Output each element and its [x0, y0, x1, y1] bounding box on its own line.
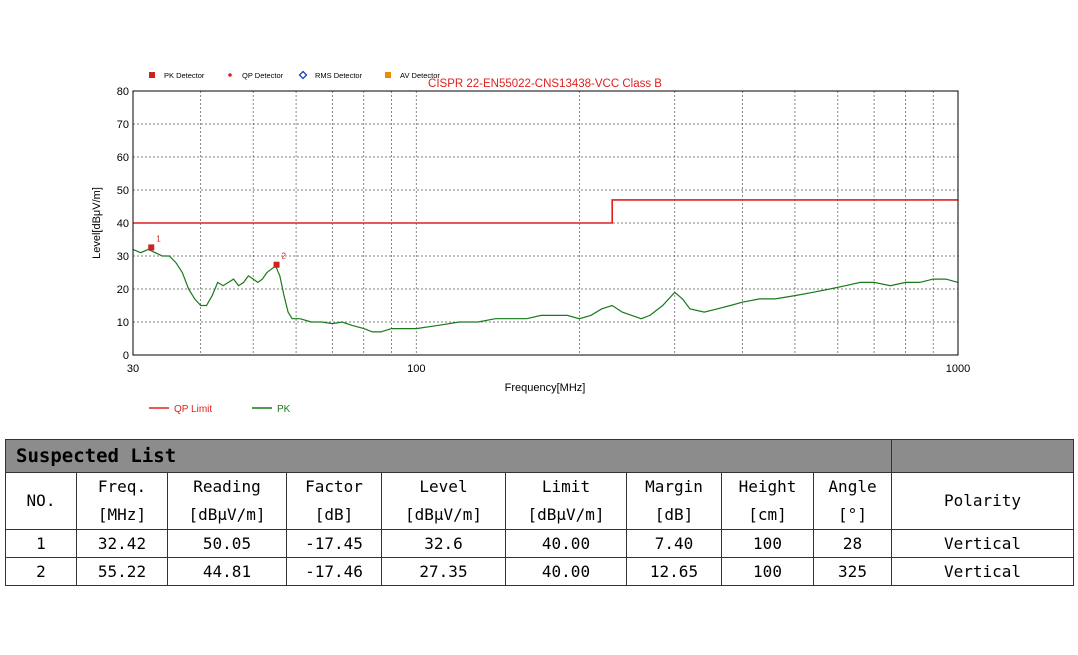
legend-label: PK	[277, 404, 291, 415]
table-cell: 44.81	[167, 557, 287, 586]
column-header: Limit	[505, 472, 627, 501]
y-tick-label: 10	[117, 317, 129, 329]
suspected-list-table: Suspected List NO. Freq. Reading Factor Leve…	[4, 439, 1075, 586]
plot-frame	[132, 90, 959, 356]
detector-legend-label: QP Detector	[242, 71, 284, 80]
column-unit: [dB]	[626, 501, 722, 530]
y-tick-label: 20	[117, 284, 129, 296]
table-title: Suspected List	[4, 439, 893, 473]
y-axis-label: Level[dBμV/m]	[91, 187, 103, 259]
suspected-list: Suspected List NO. Freq. Reading Factor Leve…	[4, 439, 1075, 586]
y-tick-label: 70	[117, 119, 129, 131]
column-header: Height	[721, 472, 814, 501]
peak-marker-label: 2	[282, 252, 287, 261]
chart-markers: 12	[148, 234, 287, 268]
detector-legend-label: RMS Detector	[315, 71, 363, 80]
y-tick-label: 30	[117, 251, 129, 263]
table-cell: 32.6	[381, 529, 506, 558]
y-tick-label: 60	[117, 152, 129, 164]
table-cell: -17.45	[286, 529, 382, 558]
legend-label: QP Limit	[174, 404, 212, 415]
table-cell: 32.42	[76, 529, 168, 558]
column-header: Angle	[812, 472, 893, 501]
table-cell: 100	[721, 557, 814, 586]
table-row: 1 32.42 50.05 -17.45 32.6 40.00 7.40 100 28 Verti…	[5, 529, 1075, 558]
x-axis-label: Frequency[MHz]	[505, 382, 586, 394]
table-header-row: NO. Freq. Reading Factor Level Limit Margin Hei…	[5, 472, 1075, 530]
x-tick-label: 30	[127, 363, 139, 375]
column-header: Factor	[286, 472, 382, 501]
detector-legend-marker	[149, 72, 155, 78]
column-unit: [MHz]	[76, 501, 168, 530]
table-row: 2 55.22 44.81 -17.46 27.35 40.00 12.65 100 325 Ve…	[5, 557, 1075, 586]
table-cell: 40.00	[505, 529, 627, 558]
table-cell: 28	[812, 529, 893, 558]
column-unit: [cm]	[721, 501, 814, 530]
detector-legend-marker	[228, 73, 232, 77]
y-tick-label: 80	[117, 86, 129, 98]
y-axis-ticks: 0 10 20 30 40 50 60 70 80	[117, 86, 129, 362]
column-unit: [dB]	[286, 501, 382, 530]
table-cell: -17.46	[286, 557, 382, 586]
table-cell: 7.40	[626, 529, 722, 558]
table-cell: 2	[5, 557, 77, 586]
y-tick-label: 50	[117, 185, 129, 197]
table-cell: 1	[5, 529, 77, 558]
series-pk	[132, 248, 959, 333]
table-cell: 27.35	[381, 557, 506, 586]
column-unit: [dBμV/m]	[381, 501, 506, 530]
column-header: Level	[381, 472, 506, 501]
column-header: Reading	[167, 472, 287, 501]
table-title-blank	[891, 439, 1075, 473]
table-cell: 50.05	[167, 529, 287, 558]
y-tick-label: 0	[123, 350, 129, 362]
table-cell: 325	[812, 557, 893, 586]
y-tick-label: 40	[117, 218, 129, 230]
column-header: Freq.	[76, 472, 168, 501]
x-tick-label: 1000	[946, 363, 970, 375]
series-qp-limit	[133, 199, 958, 224]
chart-title: CISPR 22-EN55022-CNS13438-VCC Class B	[428, 78, 662, 90]
detector-legend-label: PK Detector	[164, 71, 205, 80]
table-cell: Vertical	[891, 557, 1075, 586]
series-legend: QP Limit PK	[149, 404, 291, 415]
column-unit: [°]	[812, 501, 893, 530]
table-cell: 40.00	[505, 557, 627, 586]
column-unit: [dBμV/m]	[505, 501, 627, 530]
detector-legend-marker	[385, 72, 391, 78]
detector-legend-marker	[298, 70, 308, 80]
table-cell: 100	[721, 529, 814, 558]
table-cell: Vertical	[891, 529, 1075, 558]
peak-marker	[148, 244, 155, 251]
table-cell: 12.65	[626, 557, 722, 586]
column-header: Margin	[626, 472, 722, 501]
detector-legend: PK Detector QP Detector RMS Detector AV Det…	[149, 70, 440, 80]
table-title-row: Suspected List	[4, 439, 1075, 473]
column-header: NO.	[5, 472, 77, 530]
emission-chart: PK Detector QP Detector RMS Detector AV Det…	[91, 70, 970, 415]
column-unit: [dBμV/m]	[167, 501, 287, 530]
table-header-unit-row: [MHz] [dBμV/m] [dB] [dBμV/m] [dBμV/m] [dB] [cm…	[6, 501, 1074, 530]
table-cell: 55.22	[76, 557, 168, 586]
column-header: Polarity	[891, 472, 1075, 530]
peak-marker-label: 1	[156, 234, 161, 243]
chart-series	[132, 199, 959, 333]
detector-legend-label: AV Detector	[400, 71, 440, 80]
x-axis-ticks: 30 100 1000	[127, 363, 970, 375]
x-tick-label: 100	[407, 363, 425, 375]
peak-marker	[273, 261, 280, 268]
